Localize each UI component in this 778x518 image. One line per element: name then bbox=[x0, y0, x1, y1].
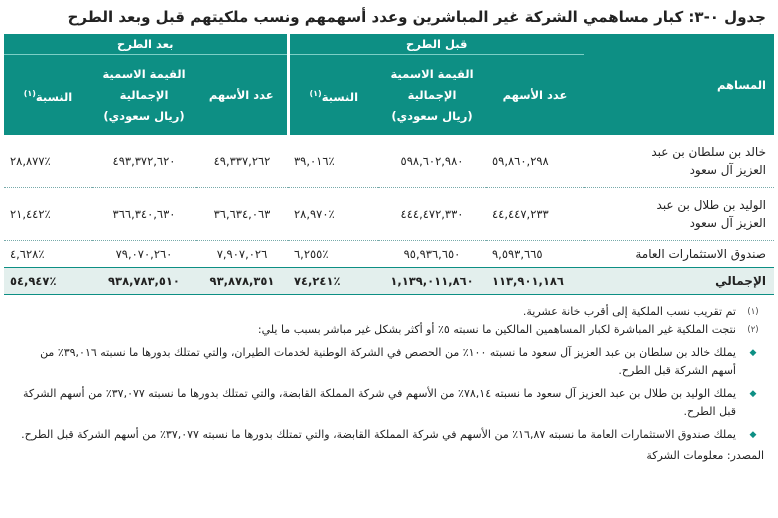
value-after-cell: ٧٩,٠٧٠,٢٦٠ bbox=[92, 240, 196, 268]
total-label: الإجمالي bbox=[584, 267, 774, 295]
table-title: جدول ٠-٣: كبار مساهمي الشركة غير المباشر… bbox=[67, 8, 766, 26]
percent-after-header: النسبة(١) bbox=[23, 88, 73, 104]
diamond-bullet-icon: ◆ bbox=[749, 430, 757, 440]
value-after-header: القيمة الاسمية الإجمالية (ريال سعودي) bbox=[102, 66, 186, 123]
source-line: المصدر: معلومات الشركة bbox=[646, 449, 764, 462]
total-value-before: ١,١٣٩,٠١١,٨٦٠ bbox=[378, 267, 486, 295]
total-percent-before: ٧٤,٢٤١٪ bbox=[288, 267, 378, 295]
total-shares-before: ١١٣,٩٠١,١٨٦ bbox=[486, 267, 584, 295]
note-marker: (٢) bbox=[747, 325, 759, 335]
percent-before-cell: ٦,٢٥٥٪ bbox=[288, 240, 378, 268]
shareholder-name: صندوق الاستثمارات العامة bbox=[584, 240, 774, 268]
shares-before-header: عدد الأسهم bbox=[502, 87, 568, 102]
shareholders-table: المساهم قبل الطرح بعد الطرح عدد الأسهم ا… bbox=[3, 34, 774, 295]
shareholder-name: خالد بن سلطان بن عبد العزيز آل سعود bbox=[584, 135, 774, 188]
diamond-bullet-icon: ◆ bbox=[749, 389, 757, 399]
value-before-cell: ٥٩٨,٦٠٢,٩٨٠ bbox=[378, 135, 486, 188]
total-row: الإجمالي ١١٣,٩٠١,١٨٦ ١,١٣٩,٠١١,٨٦٠ ٧٤,٢٤… bbox=[3, 267, 774, 295]
note-text: تم تقريب نسب الملكية إلى أقرب خانة عشرية… bbox=[522, 305, 736, 318]
table-row: صندوق الاستثمارات العامة ٩,٥٩٣,٦٦٥ ٩٥,٩٣… bbox=[3, 240, 774, 268]
note-marker: (١) bbox=[747, 307, 759, 317]
percent-after-cell: ٢١,٤٤٢٪ bbox=[3, 187, 92, 241]
total-value-after: ٩٣٨,٧٨٣,٥١٠ bbox=[92, 267, 196, 295]
percent-before-header: النسبة(١) bbox=[286, 54, 378, 135]
shareholder-column-header: المساهم bbox=[717, 77, 766, 92]
table-notes: (١) تم تقريب نسب الملكية إلى أقرب خانة ع… bbox=[4, 303, 774, 465]
value-after-cell: ٤٩٣,٣٧٢,٦٢٠ bbox=[92, 135, 196, 188]
value-before-cell: ٤٤٤,٤٧٢,٣٣٠ bbox=[378, 187, 486, 241]
shares-before-cell: ٩,٥٩٣,٦٦٥ bbox=[486, 240, 584, 268]
bullet-text: يملك صندوق الاستثمارات العامة ما نسبته ١… bbox=[21, 428, 736, 441]
shares-after-header: عدد الأسهم bbox=[208, 87, 274, 102]
value-before-header: القيمة الاسمية الإجمالية (ريال سعودي) bbox=[390, 66, 474, 123]
percent-before-cell: ٢٨,٩٧٠٪ bbox=[288, 187, 378, 241]
header-group-row: المساهم قبل الطرح بعد الطرح bbox=[3, 34, 774, 92]
table-row: خالد بن سلطان بن عبد العزيز آل سعود ٥٩,٨٦… bbox=[3, 135, 774, 188]
shares-after-cell: ٤٩,٣٣٧,٢٦٢ bbox=[196, 135, 288, 188]
value-before-cell: ٩٥,٩٣٦,٦٥٠ bbox=[378, 240, 486, 268]
shares-before-cell: ٥٩,٨٦٠,٢٩٨ bbox=[486, 135, 584, 188]
list-item: ◆ يملك صندوق الاستثمارات العامة ما نسبته… bbox=[4, 426, 770, 444]
bullet-text: يملك الوليد بن طلال بن عبد العزيز آل سعو… bbox=[23, 387, 736, 418]
list-item: ◆ يملك الوليد بن طلال بن عبد العزيز آل س… bbox=[4, 385, 770, 421]
shares-before-cell: ٤٤,٤٤٧,٢٣٣ bbox=[486, 187, 584, 241]
diamond-bullet-icon: ◆ bbox=[749, 348, 757, 358]
percent-before-cell: ٣٩,٠١٦٪ bbox=[288, 135, 378, 188]
total-percent-after: ٥٤,٩٤٧٪ bbox=[3, 267, 92, 295]
percent-after-cell: ٤,٦٢٨٪ bbox=[3, 240, 92, 268]
table-row: الوليد بن طلال بن عبد العزيز آل سعود ٤٤,٤… bbox=[3, 187, 774, 241]
note-text: نتجت الملكية غير المباشرة لكبار المساهمي… bbox=[257, 323, 736, 336]
percent-after-cell: ٢٨,٨٧٧٪ bbox=[3, 135, 92, 188]
after-offering-header: بعد الطرح bbox=[3, 34, 288, 55]
document-page: جدول ٠-٣: كبار مساهمي الشركة غير المباشر… bbox=[3, 0, 774, 465]
note-2: (٢) نتجت الملكية غير المباشرة لكبار المس… bbox=[4, 321, 770, 339]
shareholder-name: الوليد بن طلال بن عبد العزيز آل سعود bbox=[584, 187, 774, 241]
list-item: ◆ يملك خالد بن سلطان بن عبد العزيز آل سع… bbox=[4, 344, 770, 380]
shares-after-cell: ٧,٩٠٧,٠٢٦ bbox=[196, 240, 288, 268]
total-shares-after: ٩٣,٨٧٨,٣٥١ bbox=[196, 267, 288, 295]
value-after-cell: ٣٦٦,٣٤٠,٦٣٠ bbox=[92, 187, 196, 241]
note-1: (١) تم تقريب نسب الملكية إلى أقرب خانة ع… bbox=[4, 303, 770, 321]
shares-after-cell: ٣٦,٦٣٤,٠٦٣ bbox=[196, 187, 288, 241]
before-offering-header: قبل الطرح bbox=[286, 34, 584, 55]
bullet-text: يملك خالد بن سلطان بن عبد العزيز آل سعود… bbox=[40, 346, 736, 377]
